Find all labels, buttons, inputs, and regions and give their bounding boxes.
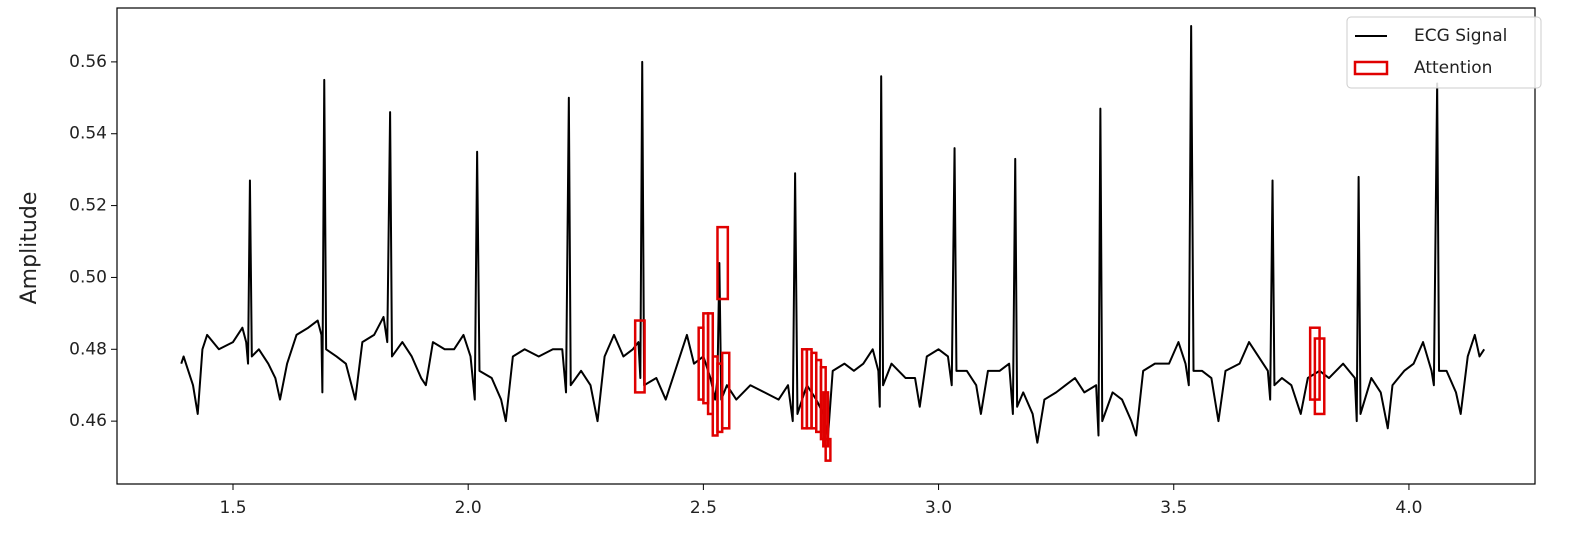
y-tick-label: 0.56 [69,52,107,72]
x-tick-label: 3.0 [925,498,952,518]
legend-box [1346,16,1542,89]
y-tick-label: 0.46 [69,411,107,431]
y-tick-label: 0.54 [69,124,107,144]
y-tick-label: 0.50 [69,267,107,287]
attention-box [824,437,832,462]
x-tick-label: 1.5 [219,498,246,518]
x-tick-label: 4.0 [1395,498,1422,518]
attention-box [1313,337,1326,416]
legend-label: Attention [1414,58,1492,78]
x-tick-label: 2.0 [455,498,482,518]
x-tick-label: 3.5 [1160,498,1187,518]
attention-box [720,351,731,430]
y-tick-label: 0.48 [69,339,107,359]
x-tick-label: 2.5 [690,498,717,518]
y-axis-title: Amplitude [17,192,42,305]
ecg-line [180,24,1486,444]
legend-label: ECG Signal [1414,26,1507,46]
legend-swatch [1353,60,1389,76]
plot-frame [116,7,1536,485]
y-tick-label: 0.52 [69,196,107,216]
attention-box [633,319,646,394]
attention-box [716,225,730,301]
